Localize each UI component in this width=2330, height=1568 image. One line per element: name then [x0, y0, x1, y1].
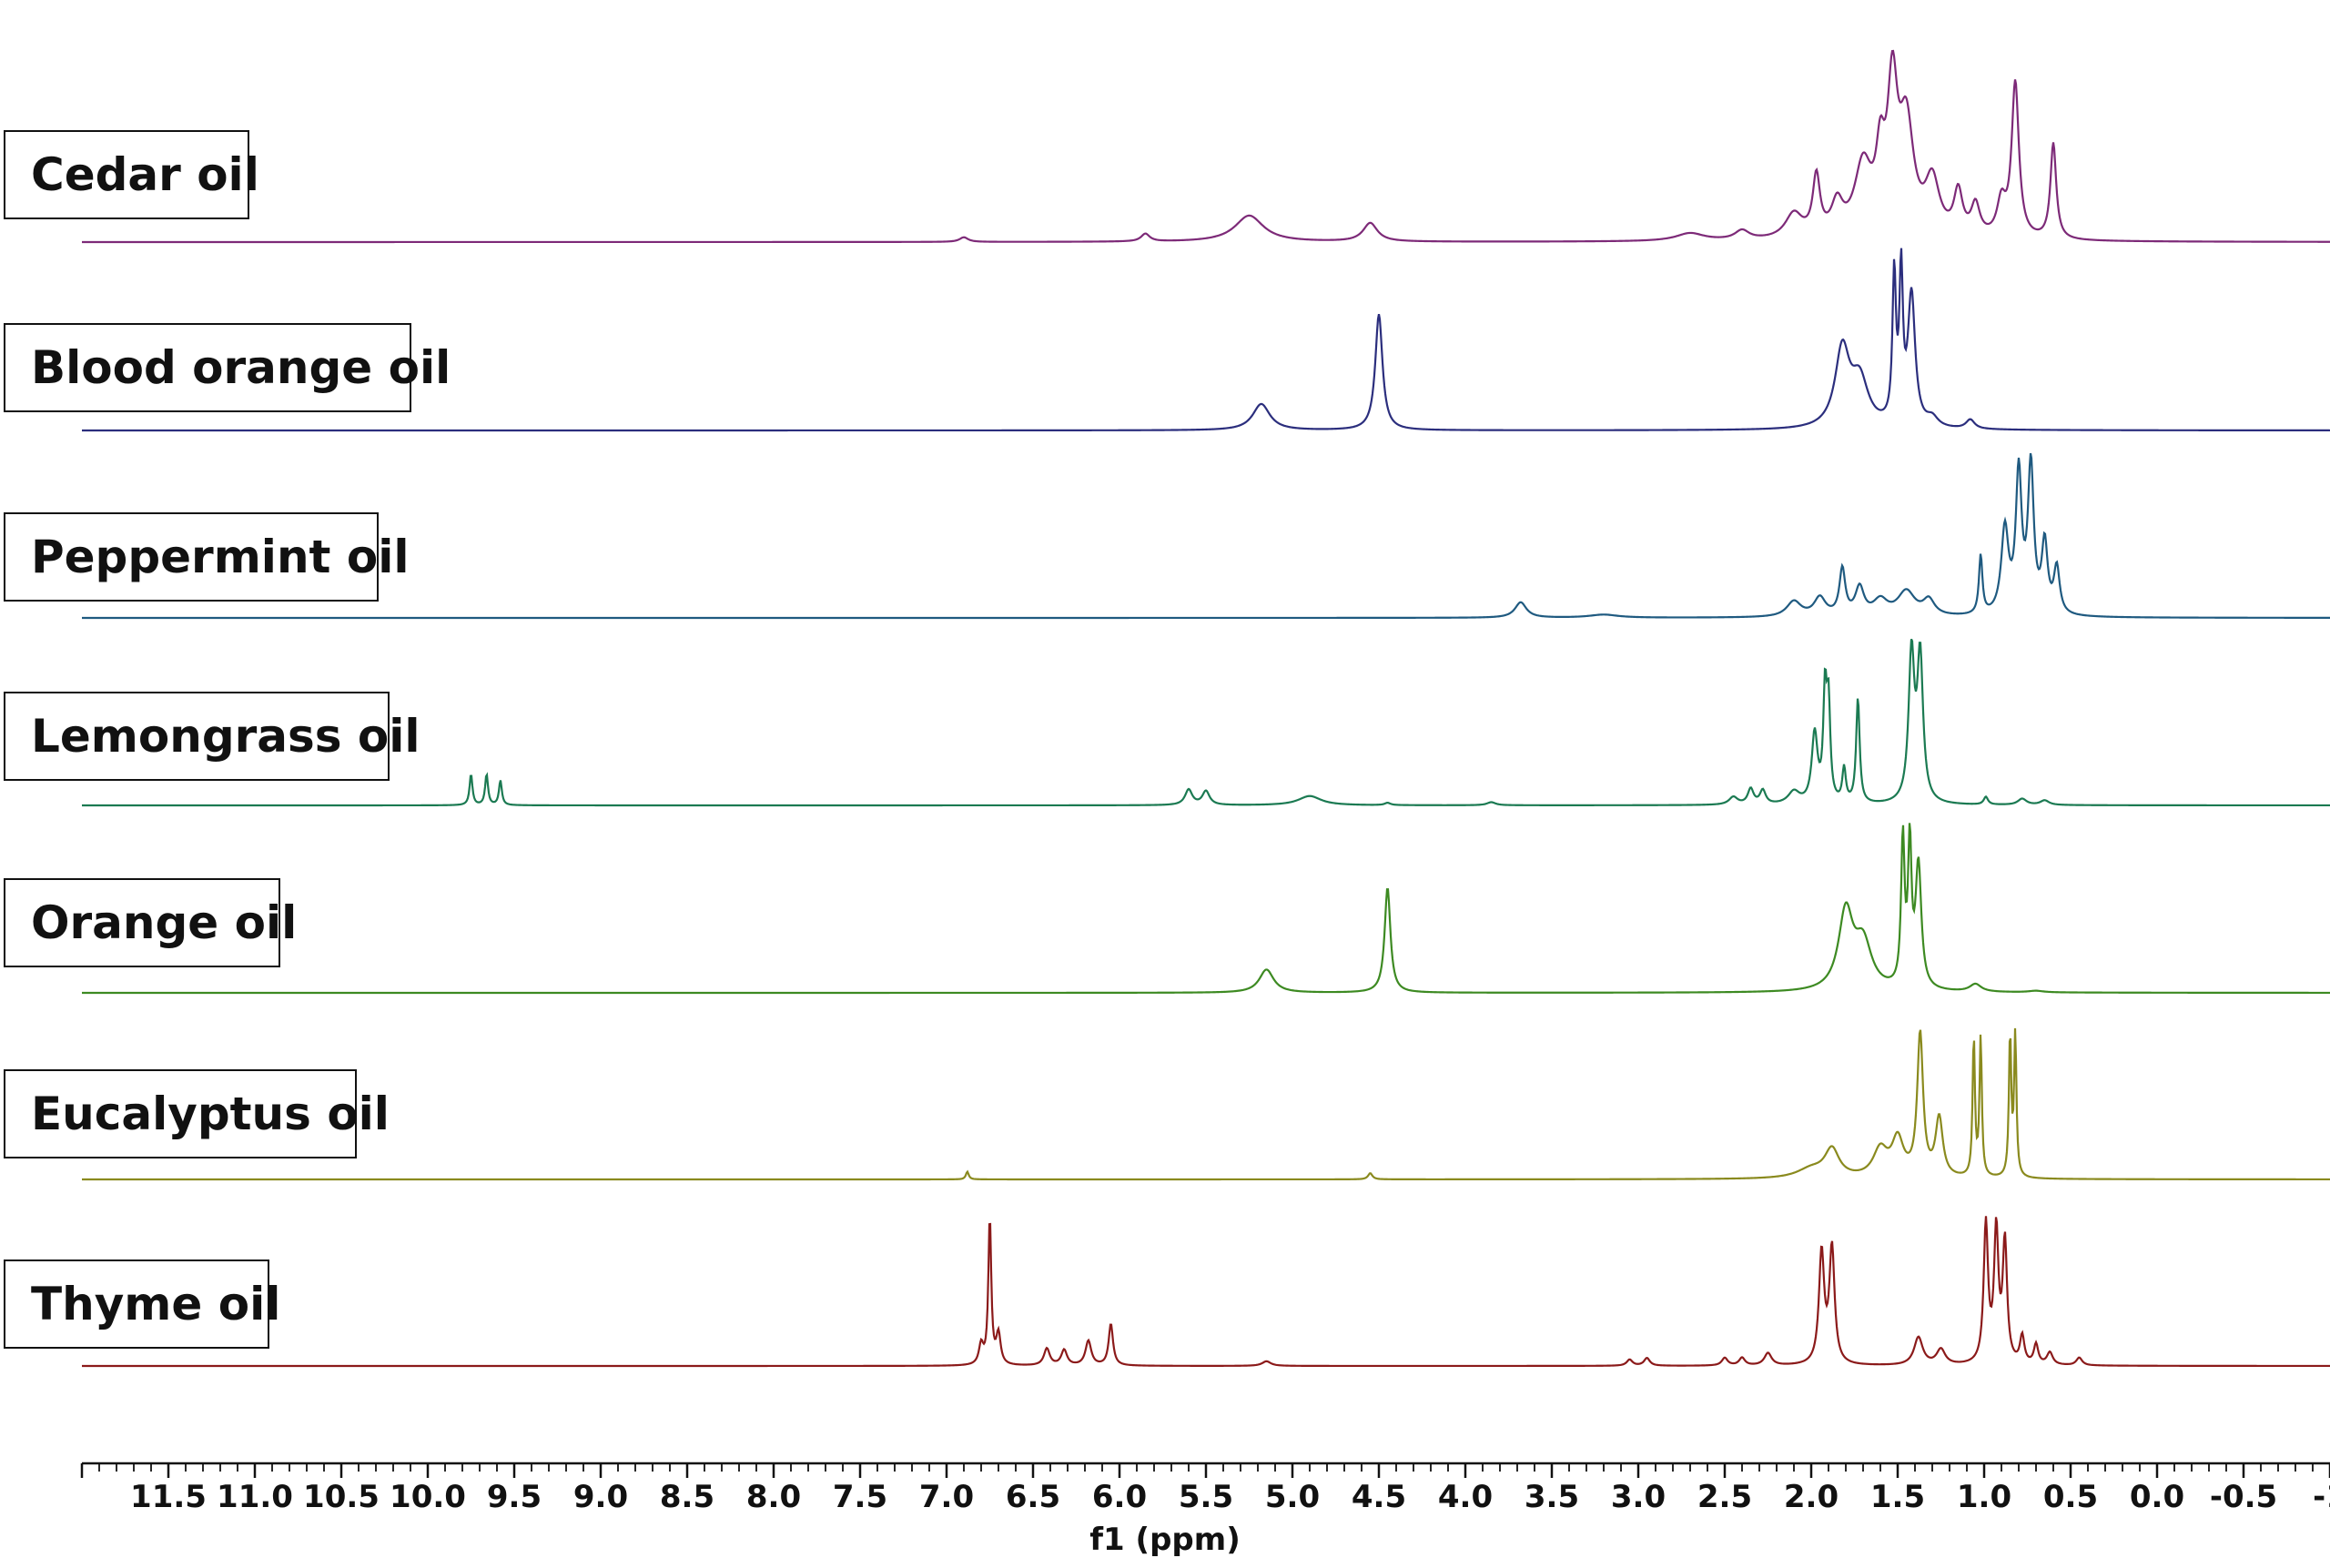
spectrum-trace-eucalyptus-oil — [82, 1027, 2330, 1181]
spectrum-label: Orange oil — [4, 878, 297, 967]
x-axis — [80, 1462, 2330, 1478]
spectra-traces — [82, 49, 2330, 1368]
x-axis-title: f1 (ppm) — [1089, 1522, 1241, 1558]
spectrum-trace-cedar-oil — [82, 49, 2330, 244]
spectrum-label: Cedar oil — [4, 130, 259, 219]
spectrum-label: Eucalyptus oil — [4, 1069, 390, 1158]
spectrum-label: Peppermint oil — [4, 512, 409, 602]
spectrum-label: Thyme oil — [4, 1259, 280, 1349]
spectrum-trace-peppermint-oil — [82, 452, 2330, 620]
spectrum-label: Lemongrass oil — [4, 692, 420, 781]
spectrum-trace-orange-oil — [82, 823, 2330, 995]
spectrum-trace-thyme-oil — [82, 1216, 2330, 1368]
spectrum-trace-lemongrass-oil — [82, 638, 2330, 807]
spectrum-trace-blood-orange-oil — [82, 248, 2330, 432]
spectrum-label: Blood orange oil — [4, 323, 451, 412]
